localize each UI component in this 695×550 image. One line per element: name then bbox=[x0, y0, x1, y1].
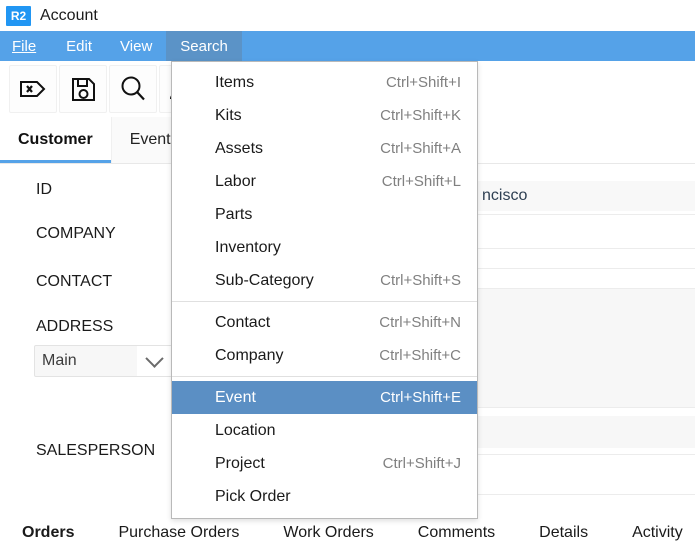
menu-item-assets-label: Assets bbox=[215, 139, 264, 157]
menu-item-project-label: Project bbox=[215, 454, 265, 472]
menu-item-pick-order-label: Pick Order bbox=[215, 487, 291, 505]
menu-view[interactable]: View bbox=[106, 31, 166, 61]
menu-view-label: View bbox=[120, 37, 153, 55]
menu-file-label: File bbox=[12, 37, 37, 55]
menu-item-project[interactable]: Project Ctrl+Shift+J bbox=[172, 447, 477, 480]
menu-item-kits[interactable]: Kits Ctrl+Shift+K bbox=[172, 99, 477, 132]
bottom-tab-orders[interactable]: Orders bbox=[22, 524, 75, 541]
address-type-select[interactable]: Main bbox=[34, 345, 172, 377]
address-type-value: Main bbox=[42, 352, 77, 369]
app-logo-icon: R2 bbox=[6, 5, 31, 26]
chevron-down-icon[interactable] bbox=[137, 346, 171, 376]
title-bar: R2 Account bbox=[0, 0, 695, 31]
menu-bar: File Edit View Search bbox=[0, 31, 695, 61]
menu-item-company-label: Company bbox=[215, 346, 284, 364]
menu-item-contact-label: Contact bbox=[215, 313, 271, 331]
menu-item-contact-shortcut: Ctrl+Shift+N bbox=[379, 314, 461, 331]
menu-item-kits-shortcut: Ctrl+Shift+K bbox=[380, 107, 461, 124]
menu-separator-1 bbox=[172, 301, 477, 302]
menu-item-labor-label: Labor bbox=[215, 172, 256, 190]
menu-item-inventory-label: Inventory bbox=[215, 238, 281, 256]
menu-item-event-label: Event bbox=[215, 388, 256, 406]
menu-item-sub-category-label: Sub-Category bbox=[215, 271, 314, 289]
menu-item-company-shortcut: Ctrl+Shift+C bbox=[379, 347, 461, 364]
label-salesperson: SALESPERSON bbox=[36, 442, 156, 459]
label-id: ID bbox=[36, 181, 52, 198]
menu-item-event[interactable]: Event Ctrl+Shift+E bbox=[172, 381, 477, 414]
menu-item-project-shortcut: Ctrl+Shift+J bbox=[382, 455, 461, 472]
bottom-tab-work-orders[interactable]: Work Orders bbox=[283, 524, 374, 541]
bottom-tab-details[interactable]: Details bbox=[539, 524, 589, 541]
search-button[interactable] bbox=[109, 65, 157, 113]
menu-item-items-shortcut: Ctrl+Shift+I bbox=[385, 74, 461, 91]
menu-item-pick-order[interactable]: Pick Order bbox=[172, 480, 477, 513]
label-address: ADDRESS bbox=[36, 318, 114, 335]
label-contact: CONTACT bbox=[36, 273, 113, 290]
search-icon bbox=[119, 75, 147, 103]
tab-customer[interactable]: Customer bbox=[0, 117, 111, 163]
menu-edit[interactable]: Edit bbox=[52, 31, 106, 61]
bottom-tab-purchase-orders[interactable]: Purchase Orders bbox=[118, 524, 240, 541]
save-icon bbox=[71, 77, 96, 102]
menu-item-items[interactable]: Items Ctrl+Shift+I bbox=[172, 66, 477, 99]
menu-item-assets-shortcut: Ctrl+Shift+A bbox=[380, 140, 461, 157]
city-value: ncisco bbox=[482, 187, 528, 204]
menu-item-sub-category[interactable]: Sub-Category Ctrl+Shift+S bbox=[172, 264, 477, 297]
detail-tabs: Orders Purchase Orders Work Orders Comme… bbox=[0, 516, 695, 550]
menu-item-inventory[interactable]: Inventory bbox=[172, 231, 477, 264]
menu-search-label: Search bbox=[180, 37, 228, 55]
menu-item-contact[interactable]: Contact Ctrl+Shift+N bbox=[172, 306, 477, 339]
menu-edit-label: Edit bbox=[66, 37, 93, 55]
menu-item-location-label: Location bbox=[215, 421, 276, 439]
save-button[interactable] bbox=[59, 65, 107, 113]
menu-item-labor-shortcut: Ctrl+Shift+L bbox=[381, 173, 461, 190]
menu-file[interactable]: File bbox=[0, 31, 52, 61]
menu-item-parts-label: Parts bbox=[215, 205, 253, 223]
menu-item-company[interactable]: Company Ctrl+Shift+C bbox=[172, 339, 477, 372]
menu-search[interactable]: Search bbox=[166, 31, 242, 61]
label-company: COMPANY bbox=[36, 225, 116, 242]
page-title: Account bbox=[40, 6, 98, 24]
tag-close-icon bbox=[19, 78, 47, 100]
tag-close-button[interactable] bbox=[9, 65, 57, 113]
bottom-tab-activity[interactable]: Activity bbox=[632, 524, 683, 541]
menu-item-kits-label: Kits bbox=[215, 106, 242, 124]
tab-customer-label: Customer bbox=[18, 131, 93, 148]
menu-item-location[interactable]: Location bbox=[172, 414, 477, 447]
menu-item-labor[interactable]: Labor Ctrl+Shift+L bbox=[172, 165, 477, 198]
menu-item-sub-category-shortcut: Ctrl+Shift+S bbox=[380, 272, 461, 289]
bottom-tab-comments[interactable]: Comments bbox=[417, 524, 496, 541]
search-dropdown-menu: Items Ctrl+Shift+I Kits Ctrl+Shift+K Ass… bbox=[171, 61, 478, 519]
menu-item-items-label: Items bbox=[215, 73, 255, 91]
menu-item-assets[interactable]: Assets Ctrl+Shift+A bbox=[172, 132, 477, 165]
menu-item-event-shortcut: Ctrl+Shift+E bbox=[380, 389, 461, 406]
menu-separator-2 bbox=[172, 376, 477, 377]
menu-item-parts[interactable]: Parts bbox=[172, 198, 477, 231]
tab-event-label: Event bbox=[129, 131, 171, 148]
